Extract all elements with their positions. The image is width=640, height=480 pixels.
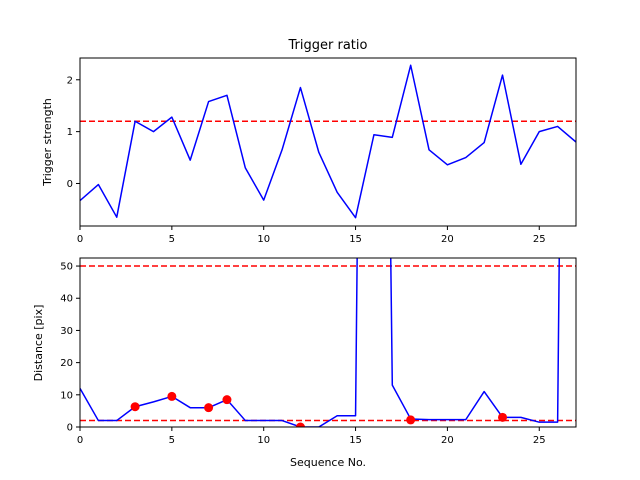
bottom-y-axis-label: Distance [pix] — [32, 305, 45, 382]
bottom-y-tick-label: 30 — [60, 326, 73, 337]
bottom-x-tick-label: 5 — [169, 435, 175, 446]
top-x-tick-label: 5 — [169, 234, 175, 245]
bottom-axes-frame — [79, 257, 577, 428]
distance-panel: Sequence No. Distance [pix] 0 5 10 15 20 25 0 1… — [32, 257, 577, 469]
top-plot-area — [80, 58, 576, 226]
top-y-tick-label: 2 — [67, 75, 73, 86]
bottom-x-tick-label: 25 — [533, 435, 546, 446]
top-y-axis-label: Trigger strength — [41, 98, 54, 187]
top-chart-title: Trigger ratio — [288, 38, 368, 53]
top-y-tick-label: 1 — [67, 127, 73, 138]
bottom-marker-point — [498, 412, 508, 422]
bottom-marker-point — [204, 403, 214, 413]
bottom-y-tick-label: 10 — [60, 390, 73, 401]
top-x-tick-label: 20 — [441, 234, 454, 245]
bottom-x-tick-label: 0 — [77, 435, 83, 446]
bottom-y-tick-label: 50 — [60, 262, 73, 273]
top-y-tick-label: 0 — [67, 179, 73, 190]
top-x-tick-label: 10 — [257, 234, 270, 245]
bottom-marker-point — [406, 415, 416, 425]
top-x-tick-label: 25 — [533, 234, 546, 245]
bottom-plot-content — [80, 258, 576, 427]
bottom-marker-point — [222, 395, 232, 405]
bottom-marker-point — [130, 402, 140, 412]
bottom-marker-point — [295, 422, 305, 427]
bottom-marker-point — [167, 391, 177, 401]
bottom-x-tick-label: 15 — [349, 435, 362, 446]
top-plot-content — [80, 64, 576, 219]
bottom-y-tick-label: 0 — [67, 423, 73, 434]
bottom-x-axis-label: Sequence No. — [290, 456, 366, 469]
top-x-tick-label: 15 — [349, 234, 362, 245]
top-x-tick-label: 0 — [77, 234, 83, 245]
bottom-y-tick-label: 40 — [60, 294, 73, 305]
bottom-y-tick-label: 20 — [60, 358, 73, 369]
trigger-ratio-panel: Trigger ratio Trigger strength 0 5 10 15 20 2… — [41, 38, 577, 245]
bottom-x-tick-label: 10 — [257, 435, 270, 446]
top-series-line-0 — [80, 64, 576, 219]
bottom-x-tick-label: 20 — [441, 435, 454, 446]
top-axes-frame — [79, 57, 577, 227]
